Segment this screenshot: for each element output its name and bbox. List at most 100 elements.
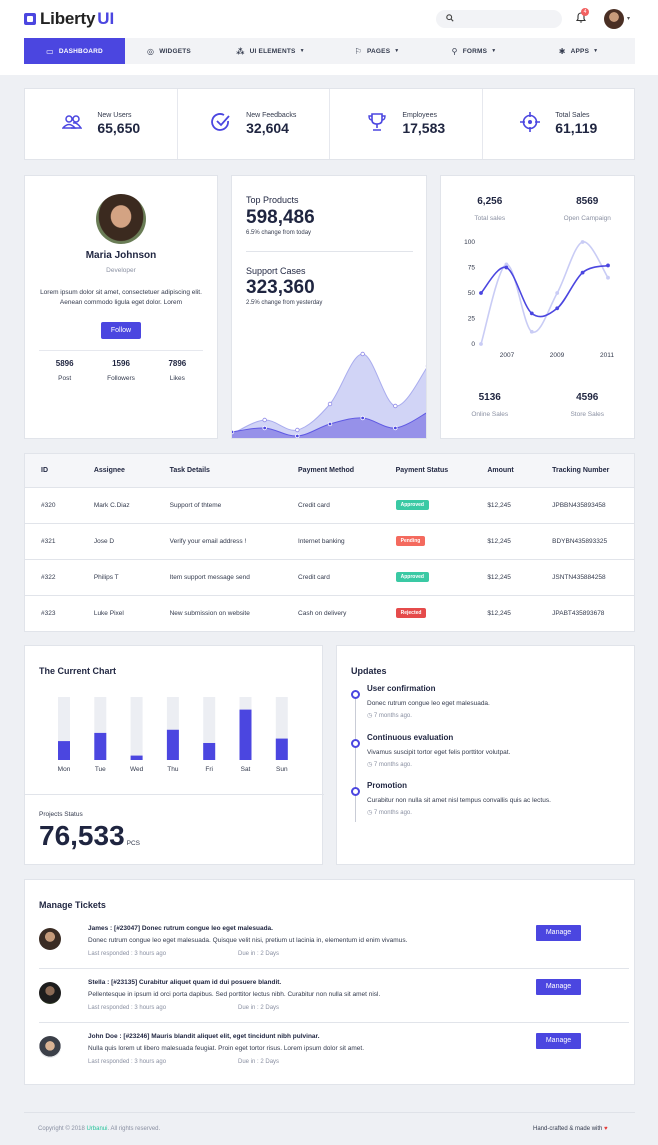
table-row[interactable]: #321 Jose D Verify your email address ! Int… (25, 523, 634, 560)
table-cell-amount: $12,245 (487, 609, 511, 617)
bar[interactable] (94, 732, 107, 760)
sales-line-card: 6,256 Total sales 8569 Open Campaign 0 25… (440, 175, 635, 439)
timeline-title: Continuous evaluation (367, 733, 454, 742)
summary-store-sales: 4596 Store Sales (539, 392, 637, 418)
ticket-due: Due in : 2 Days (238, 951, 279, 957)
bar[interactable] (203, 742, 216, 760)
profile-stat-likes: 7896 Likes (168, 359, 186, 382)
timeline-line (355, 696, 356, 822)
table-cell-method: Internet banking (282, 523, 380, 560)
summary-online-sales: 5136 Online Sales (441, 392, 539, 418)
timeline-time-text: 7 months ago. (373, 810, 412, 816)
profile-stat-label: Followers (107, 375, 135, 383)
bar[interactable] (239, 709, 252, 760)
current-chart-card: The Current Chart Mon Tue Wed Thu Fri Sat Sun … (24, 645, 324, 865)
table-cell-tracking: JSNTN435884258 (536, 559, 634, 596)
column-header[interactable]: Task Details (153, 454, 283, 488)
line-point (580, 240, 585, 244)
bar[interactable] (130, 755, 143, 760)
projects-unit: PCS (126, 840, 141, 847)
due-value: 2 Days (260, 951, 280, 957)
y-tick-label: 0 (471, 341, 475, 348)
tickets-title: Manage Tickets (39, 900, 106, 910)
ticket-subject[interactable]: [#23246] Mauris blandit aliquet elit, eg… (123, 1033, 320, 1040)
x-tick-label: Thu (167, 766, 179, 773)
nav-pages[interactable]: ⚐ Pages ▼ (328, 38, 426, 64)
ticket-subject[interactable]: [#23135] Curabitur aliquet quam id dui p… (111, 979, 282, 986)
timeline-title: User confirmation (367, 684, 436, 693)
area-point (425, 411, 426, 413)
status-badge: Approved (395, 572, 429, 582)
column-header[interactable]: ID (25, 454, 78, 488)
table-row[interactable]: #323 Luke Pixel New submission on website C… (25, 595, 634, 631)
column-header[interactable]: Amount (471, 454, 537, 488)
nav-label: Apps (570, 47, 590, 55)
table-cell-task: Item support message send (153, 559, 283, 596)
manage-button[interactable]: Manage (536, 979, 581, 995)
table-cell-method: Credit card (282, 487, 380, 524)
bar[interactable] (166, 729, 179, 760)
table-header-row: ID Assignee Task Details Payment Method Paym… (25, 454, 634, 488)
summary-label: Store Sales (570, 411, 605, 418)
timeline-text: Curabitur non nulla sit amet nisl tempus… (367, 797, 551, 804)
bar[interactable] (58, 741, 70, 760)
flag-icon: ⚐ (354, 46, 362, 56)
heart-icon: ♥ (604, 1126, 608, 1132)
search-input[interactable] (436, 10, 562, 28)
clock-icon: ◷ (367, 713, 374, 719)
nav-ui-elements[interactable]: ⁂ UI Elements ▼ (213, 38, 328, 64)
column-header[interactable]: Payment Method (282, 454, 380, 488)
nav-widgets[interactable]: ◎ Widgets (125, 38, 213, 64)
ticket-heading: Stella : [#23135] Curabitur aliquet quam… (88, 979, 281, 986)
ticket-row: John Doe : [#23246] Mauris blandit aliqu… (25, 1030, 636, 1084)
follow-button[interactable]: Follow (100, 322, 142, 340)
nav-apps[interactable]: ✱ Apps ▼ (522, 38, 635, 64)
ticket-last-responded: Last responded : 3 hours ago (88, 1005, 166, 1011)
table-cell-id: #321 (25, 523, 78, 560)
table-body: #320 Mark C.Diaz Support of thteme Credit c… (25, 487, 634, 631)
table-row[interactable]: #320 Mark C.Diaz Support of thteme Credit c… (25, 487, 634, 524)
logo[interactable]: Liberty UI (24, 9, 114, 29)
area-point (360, 415, 365, 421)
made-with-text: Hand-crafted & made with (533, 1126, 603, 1132)
profile-stats: 5896 Post 1596 Followers 7896 Likes (25, 351, 217, 382)
last-value: 3 hours ago (134, 1005, 167, 1011)
ticket-subject[interactable]: [#23047] Donec rutrum congue leo eget ma… (114, 925, 273, 932)
stat-employees: Employees 17,583 (330, 89, 483, 159)
table-cell-id: #323 (41, 609, 56, 617)
orders-table: ID Assignee Task Details Payment Method Paym… (25, 454, 634, 631)
line-point (555, 306, 560, 311)
table-row[interactable]: #322 Philips T Item support message send Cr… (25, 559, 634, 596)
ticket-due: Due in : 2 Days (238, 1059, 279, 1065)
asterisk-icon: ✱ (558, 46, 566, 56)
column-header[interactable]: Tracking Number (536, 454, 634, 488)
column-header[interactable]: Payment Status (379, 454, 472, 488)
ticket-due: Due in : 2 Days (238, 1005, 279, 1011)
timeline-time: ◷ 7 months ago. (367, 809, 412, 816)
avatar (39, 982, 61, 1004)
x-tick-label: Sun (276, 766, 288, 773)
area-chart (232, 351, 426, 438)
footer-brand-link[interactable]: Urbanui (86, 1126, 108, 1132)
column-header[interactable]: Assignee (77, 454, 154, 488)
manage-button[interactable]: Manage (536, 1033, 581, 1049)
x-tick-label: 2011 (600, 352, 614, 359)
footer-made-with: Hand-crafted & made with ♥ (533, 1126, 608, 1132)
user-avatar[interactable] (604, 9, 624, 29)
x-tick-label: Sat (241, 766, 251, 773)
bar[interactable] (275, 738, 288, 760)
nav-forms[interactable]: ⚲ Forms ▼ (426, 38, 522, 64)
line-point (606, 275, 610, 280)
profile-stat-value: 1596 (112, 359, 130, 369)
manage-button[interactable]: Manage (536, 925, 581, 941)
table-cell-amount: $12,245 (471, 523, 537, 560)
line-series (480, 264, 609, 318)
chevron-down-icon[interactable]: ▾ (627, 16, 631, 22)
sales-summary-top: 6,256 Total sales 8569 Open Campaign (441, 196, 636, 222)
stat-new-users: New Users 65,650 (25, 89, 178, 159)
table-cell-amount: $12,245 (471, 487, 537, 524)
nav-dashboard[interactable]: ▭ Dashboard (24, 38, 125, 64)
ticket-row: Stella : [#23135] Curabitur aliquet quam… (25, 976, 636, 1030)
line-point (529, 329, 534, 334)
top-products-value: 598,486 (246, 207, 315, 228)
